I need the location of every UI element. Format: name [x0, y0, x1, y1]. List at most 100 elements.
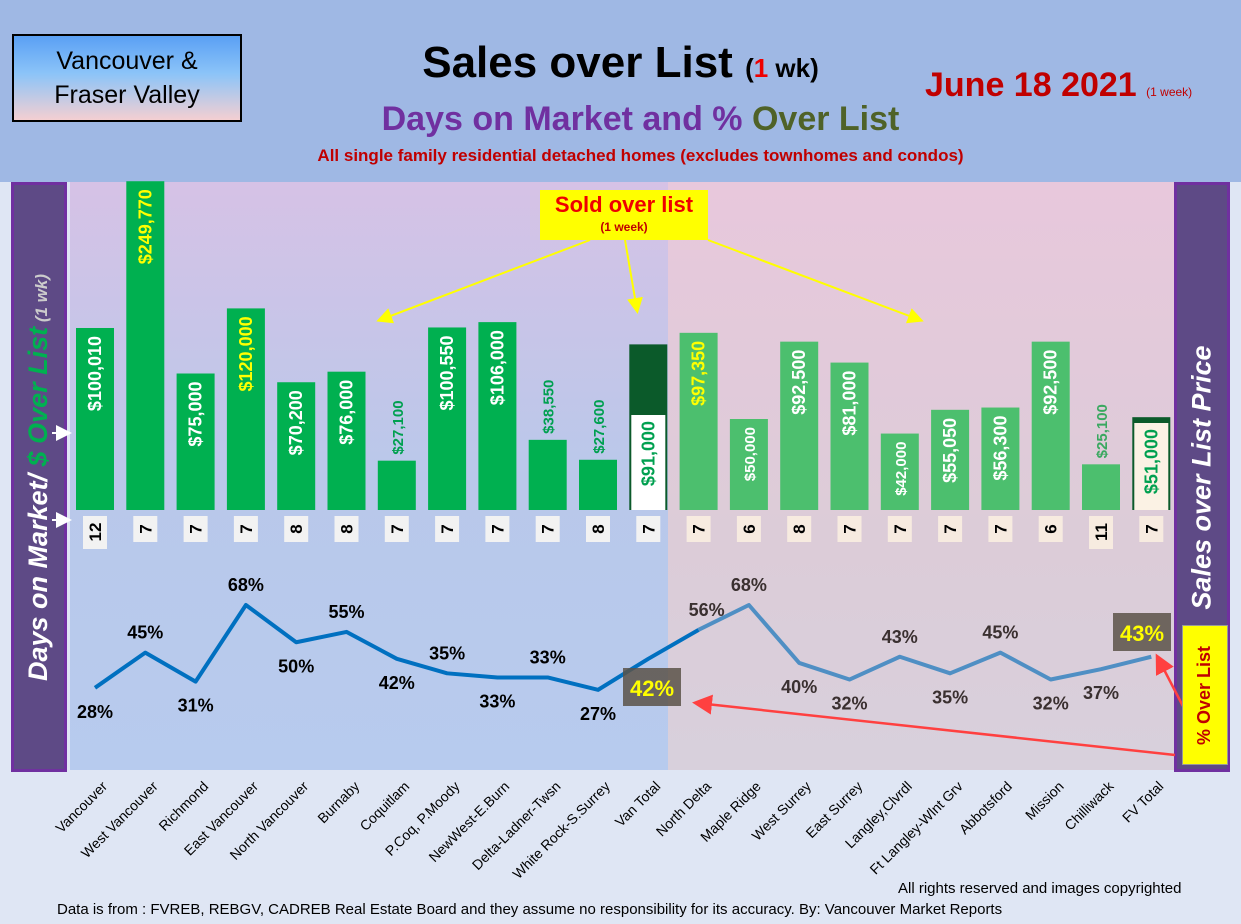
- bar-label: $38,550: [541, 380, 558, 434]
- days-on-market-label: 7: [891, 524, 910, 533]
- pct-label: 40%: [781, 677, 817, 697]
- pct-label: 56%: [689, 600, 725, 620]
- bar-label: $120,000: [236, 316, 256, 391]
- pct-label: 27%: [580, 704, 616, 724]
- days-box: [636, 516, 661, 542]
- total-pct-box: [623, 668, 681, 706]
- subtitle-a: Days on Market and %: [381, 100, 752, 138]
- pct-label: 42%: [379, 673, 415, 693]
- bar-label: $92,500: [789, 350, 809, 415]
- days-box: [233, 516, 258, 542]
- days-on-market-label: 7: [388, 524, 407, 533]
- bar-label: $249,770: [135, 189, 155, 264]
- bar-17: [931, 409, 970, 510]
- red-arrow-van-total: [692, 694, 1176, 757]
- total-pct-label: 43%: [1120, 621, 1164, 646]
- sold-over-list-callout: Sold over list (1 week): [540, 190, 708, 240]
- pct-over-list-callout: % Over List: [1182, 625, 1228, 765]
- bar-0: [76, 327, 114, 510]
- days-on-market-label: 11: [1092, 523, 1111, 541]
- report-date: June 18 2021 (1 week): [925, 66, 1192, 105]
- total-bar-box-21: [1134, 423, 1169, 510]
- data-source-note: Data is from : FVREB, REBGV, CADREB Real…: [57, 901, 1003, 918]
- bar-label: $97,350: [689, 341, 709, 406]
- bar-label: $100,550: [437, 335, 457, 410]
- bar-label: $27,100: [390, 400, 407, 454]
- pct-label: 45%: [127, 623, 163, 643]
- days-on-market-label: 7: [941, 524, 960, 533]
- region-logo: Vancouver & Fraser Valley: [12, 34, 242, 122]
- subtitle-b: Over List: [751, 100, 900, 138]
- total-pct-label: 42%: [630, 676, 674, 701]
- days-on-market-label: 7: [991, 524, 1010, 533]
- bar-4: [277, 382, 316, 510]
- bar-20: [1082, 464, 1120, 510]
- bar-label: $25,100: [1094, 404, 1111, 458]
- callout-line1: Sold over list: [554, 192, 694, 217]
- bar-label: $76,000: [337, 380, 357, 445]
- date-text: June 18 2021: [925, 66, 1137, 104]
- days-on-market-label: 7: [841, 524, 860, 533]
- logo-line1: Vancouver &: [56, 47, 198, 75]
- days-on-market-label: 6: [740, 524, 759, 533]
- bar-label: $70,200: [286, 390, 306, 455]
- bar-10: [579, 459, 617, 510]
- total-pct-box: [1113, 613, 1171, 651]
- left-axis-panel: Days on Market/ $ Over List (1 wk): [11, 182, 67, 772]
- days-on-market-label: 7: [639, 524, 658, 533]
- days-box: [485, 516, 510, 542]
- bar-16: [880, 433, 919, 510]
- days-box: [133, 516, 158, 542]
- pct-label: 28%: [77, 702, 113, 722]
- bar-label: $92,500: [1041, 350, 1061, 415]
- bar-label: $81,000: [840, 371, 860, 436]
- bar-label: $100,010: [85, 336, 105, 411]
- bar-19: [1031, 341, 1070, 510]
- pct-label: 37%: [1083, 683, 1119, 703]
- title-main: Sales over List: [422, 38, 733, 87]
- bar-label: $75,000: [186, 382, 206, 447]
- days-on-market-label: 8: [589, 524, 608, 533]
- days-on-market-label: 7: [1142, 524, 1161, 533]
- pct-label: 68%: [228, 575, 264, 595]
- callout-arrow-0: [376, 239, 591, 324]
- total-bar-box-11: [631, 415, 666, 510]
- bar-14: [780, 341, 819, 510]
- pct-label: 45%: [982, 623, 1018, 643]
- pct-label: 35%: [932, 687, 968, 707]
- days-on-market-label: 7: [690, 524, 709, 533]
- days-on-market-label: 12: [86, 523, 105, 542]
- title-paren: (1 wk): [745, 53, 819, 83]
- days-box: [586, 516, 610, 542]
- title-rest: wk): [768, 53, 819, 83]
- days-box: [1038, 516, 1063, 542]
- pct-label: 32%: [1033, 694, 1069, 714]
- days-on-market-label: 7: [539, 524, 558, 533]
- pct-label: 33%: [479, 691, 515, 711]
- bar-12: [679, 332, 718, 510]
- days-box: [83, 516, 107, 549]
- pct-label: 50%: [278, 656, 314, 676]
- pct-line-vancouver: [93, 603, 700, 692]
- pct-callout-text: % Over List: [1194, 645, 1215, 745]
- bar-label: $91,000: [638, 421, 658, 486]
- bar-1: [126, 181, 165, 510]
- chart-title: Sales over List (1 wk): [0, 38, 1241, 88]
- chart-description: All single family residential detached h…: [317, 146, 964, 165]
- bar-label: $27,600: [591, 400, 608, 454]
- pct-label: 68%: [731, 575, 767, 595]
- days-on-market-label: 8: [287, 524, 306, 533]
- bar-label: $50,000: [742, 427, 759, 481]
- vancouver-region-bg: [70, 182, 668, 770]
- days-box: [887, 516, 912, 542]
- pct-label: 33%: [530, 647, 566, 667]
- days-box: [535, 516, 560, 542]
- days-on-market-label: 7: [438, 524, 457, 533]
- pct-label: 35%: [429, 643, 465, 663]
- chart-subtitle: Days on Market and % Over List: [0, 100, 1241, 139]
- days-box: [334, 516, 359, 542]
- pct-label: 55%: [328, 602, 364, 622]
- days-box: [988, 516, 1013, 542]
- bar-13: [729, 419, 768, 510]
